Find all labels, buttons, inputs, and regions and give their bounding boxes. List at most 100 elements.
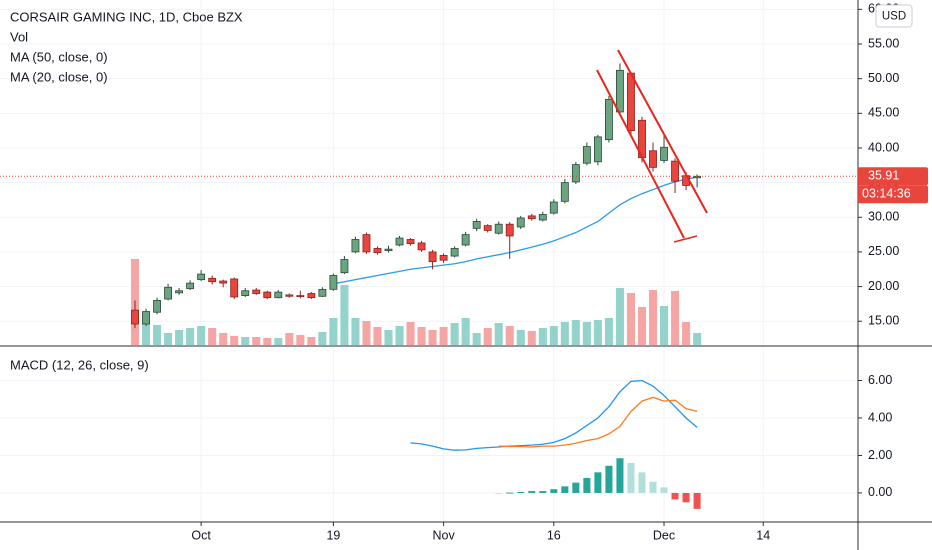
candle-body: [406, 239, 415, 245]
candle-body: [693, 175, 702, 179]
volume-bar: [660, 306, 669, 345]
candle-body: [461, 234, 470, 246]
volume-bar: [164, 333, 173, 345]
volume-bar: [593, 320, 602, 345]
volume-bar: [560, 322, 569, 345]
volume-bar: [527, 331, 536, 345]
volume-bar: [351, 318, 360, 345]
volume-bar: [626, 293, 635, 345]
volume-bar: [362, 321, 371, 345]
x-tick-label: Nov: [432, 528, 455, 542]
legend-entry: MA (20, close, 0): [10, 69, 108, 84]
volume-bar: [671, 291, 680, 345]
volume-bar: [252, 337, 261, 345]
y-tick-label: 20.00: [868, 279, 899, 293]
indicator-line: [333, 176, 698, 285]
volume-bar: [197, 326, 206, 345]
y-tick-label: 50.00: [868, 71, 899, 85]
candle-body: [351, 239, 360, 253]
volume-bar: [483, 328, 492, 345]
volume-bar: [682, 322, 691, 345]
candle-body: [505, 223, 514, 237]
currency-button[interactable]: [875, 4, 913, 28]
x-tick-label: Dec: [653, 528, 675, 542]
histogram-bar: [638, 472, 646, 493]
histogram-bar: [495, 492, 503, 494]
histogram-bar: [627, 462, 635, 493]
countdown-badge: [858, 185, 928, 204]
volume-bar: [384, 330, 393, 345]
trend-line: [617, 49, 708, 214]
volume-bar: [582, 322, 591, 345]
candle-body: [472, 221, 481, 229]
candle-body: [153, 300, 161, 313]
y-tick-label: 25.00: [868, 244, 899, 258]
indicator-line: [410, 379, 698, 451]
histogram-bar: [572, 482, 580, 493]
histogram-bar: [682, 492, 690, 503]
volume-bar: [693, 333, 702, 345]
candle-body: [362, 234, 371, 253]
y-tick-label: 2.00: [868, 448, 892, 462]
candle-body: [186, 282, 195, 290]
volume-bar: [461, 318, 470, 345]
histogram-bar: [583, 477, 591, 493]
histogram-bar: [693, 492, 701, 509]
volume-bar: [296, 335, 305, 345]
volume-bar: [153, 325, 162, 345]
histogram-bar: [528, 491, 536, 493]
trend-line: [596, 69, 685, 239]
candle-body: [384, 248, 393, 251]
volume-bar: [637, 307, 647, 345]
candle-body: [627, 72, 635, 132]
volume-bar: [373, 327, 382, 345]
candle-body: [450, 248, 459, 257]
candle-body: [538, 214, 547, 221]
volume-bar: [395, 326, 404, 345]
volume-bar: [549, 326, 558, 345]
currency[interactable]: USD: [882, 11, 906, 23]
legend-entry: MA (50, close, 0): [10, 49, 108, 64]
candle-body: [285, 294, 294, 297]
candle-body: [649, 150, 657, 168]
volume-bar: [274, 338, 283, 345]
candle-body: [417, 242, 426, 251]
volume-bar: [307, 337, 316, 345]
trend-line: [673, 235, 698, 243]
candle-body: [604, 99, 613, 141]
countdown: 03:14:36: [862, 187, 911, 201]
candle-body: [131, 309, 139, 325]
candle-body: [230, 278, 239, 298]
histogram-bar: [506, 492, 514, 494]
candle-body: [527, 215, 536, 220]
histogram-bar: [539, 491, 547, 493]
histogram-bar: [550, 489, 558, 493]
volume-bar: [175, 330, 184, 345]
volume-bar: [241, 337, 250, 345]
candle-body: [175, 290, 184, 294]
grid: [0, 0, 858, 522]
candle-body: [208, 277, 217, 283]
candle-body: [263, 291, 272, 299]
candle-body: [582, 146, 591, 164]
histogram-bar: [616, 458, 624, 493]
volume-bar: [263, 338, 272, 345]
volume-bar: [417, 327, 426, 345]
y-tick-label: 0.00: [868, 485, 892, 499]
volume-bar: [516, 330, 525, 345]
volume-bar: [208, 328, 217, 345]
volume-bar: [186, 328, 195, 345]
candle-body: [395, 237, 404, 246]
candle-body: [274, 291, 283, 299]
x-tick-label: 14: [756, 528, 770, 542]
volume-bar: [538, 328, 547, 345]
candle-body: [560, 182, 569, 202]
price-badge: [858, 167, 928, 186]
y-tick-label: 45.00: [868, 106, 899, 120]
candle-body: [252, 289, 261, 294]
x-tick-label: Oct: [191, 528, 211, 542]
volume-bar: [428, 330, 437, 345]
volume-bar: [439, 327, 448, 345]
histogram-bar: [649, 481, 657, 493]
